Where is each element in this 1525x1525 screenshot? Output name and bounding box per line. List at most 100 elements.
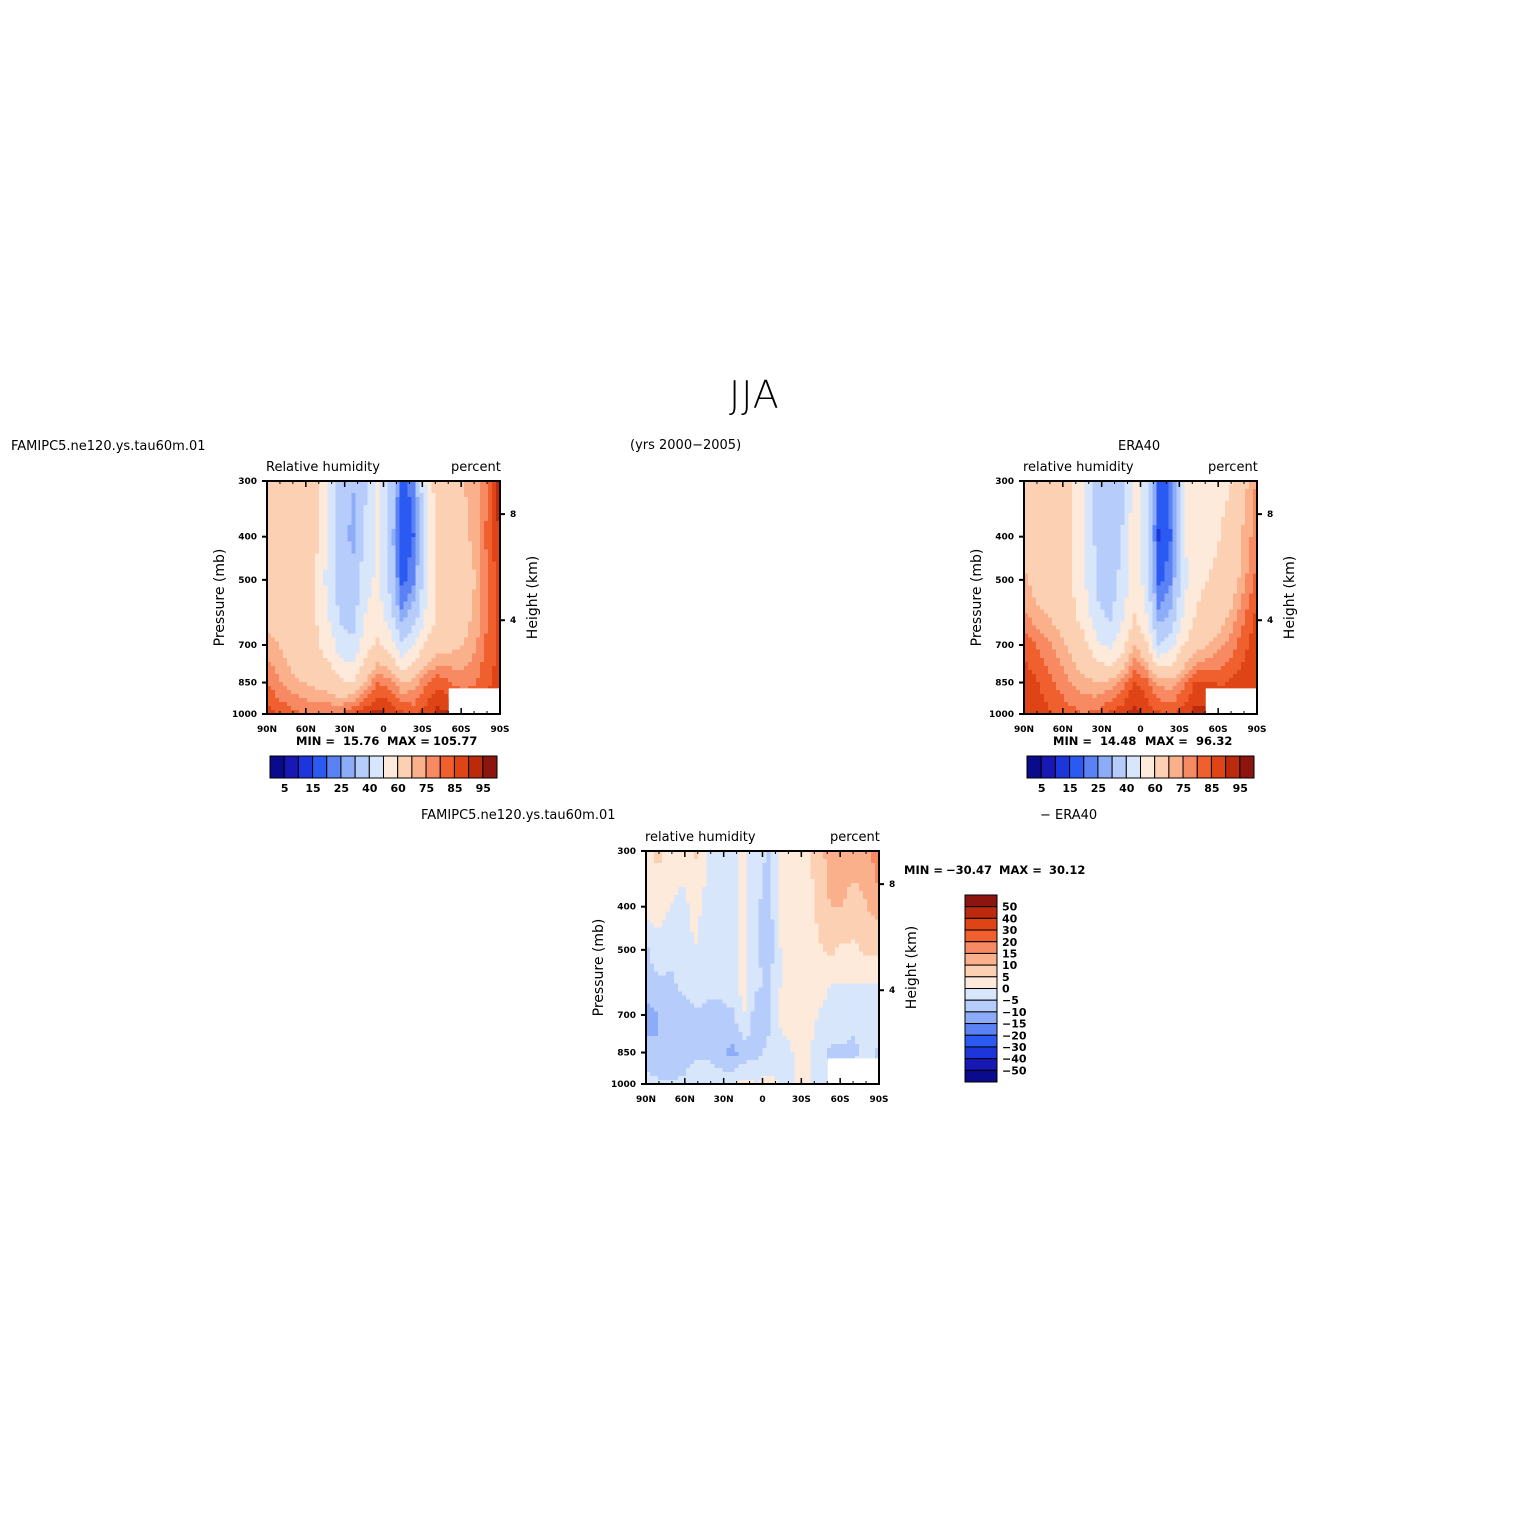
field-cell [1140, 509, 1146, 514]
field-cell [1252, 513, 1258, 518]
field-cell [399, 501, 405, 506]
field-cell [379, 509, 385, 514]
field-cell [323, 593, 328, 599]
field-cell [291, 637, 296, 643]
field-cell [1140, 553, 1146, 558]
field-cell [391, 677, 397, 683]
field-cell [1184, 501, 1190, 506]
field-cell [375, 601, 381, 607]
field-cell [1224, 565, 1230, 570]
field-cell [1024, 521, 1029, 526]
field-cell [351, 533, 356, 538]
field-cell [1228, 565, 1234, 570]
field-cell [1056, 569, 1061, 574]
field-cell [459, 601, 465, 607]
field-cell [327, 617, 332, 623]
field-cell [1144, 509, 1150, 514]
field-cell [1248, 513, 1254, 518]
field-cell [383, 605, 389, 611]
field-cell [415, 501, 421, 506]
field-cell [347, 513, 352, 518]
field-cell [1172, 521, 1178, 526]
field-cell [1216, 541, 1222, 546]
field-cell [323, 569, 328, 574]
field-cell [1076, 497, 1081, 502]
field-cell [375, 673, 381, 679]
field-cell [431, 561, 437, 566]
field-cell [335, 497, 340, 502]
field-cell [423, 669, 429, 675]
field-cell [363, 481, 369, 486]
field-cell [323, 677, 328, 683]
field-cell [415, 629, 421, 635]
field-cell [1248, 525, 1254, 530]
field-cell [1188, 529, 1194, 534]
field-cell [271, 493, 276, 498]
field-cell [495, 653, 501, 659]
field-cell [339, 629, 344, 635]
field-cell [395, 549, 401, 554]
field-cell [295, 677, 300, 683]
field-cell [475, 593, 481, 599]
panel1-max-label: MAX = [387, 734, 430, 748]
field-cell [447, 613, 453, 619]
field-cell [1112, 561, 1117, 566]
field-cell [411, 593, 417, 599]
field-cell [311, 497, 316, 502]
field-cell [295, 693, 300, 699]
field-cell [487, 657, 493, 663]
field-cell [315, 561, 320, 566]
field-cell [267, 705, 272, 711]
field-cell [295, 609, 300, 615]
field-cell [335, 681, 340, 687]
field-cell [1040, 537, 1045, 542]
field-cell [1228, 541, 1234, 546]
field-cell [287, 685, 292, 691]
field-cell [1192, 545, 1198, 550]
field-cell [379, 573, 385, 579]
field-cell [339, 581, 344, 587]
field-cell [1180, 493, 1186, 498]
field-cell [307, 589, 312, 595]
field-cell [1056, 541, 1061, 546]
field-cell [1052, 509, 1057, 514]
field-cell [315, 685, 320, 691]
field-cell [1060, 517, 1065, 522]
field-cell [303, 673, 308, 679]
field-cell [491, 645, 497, 651]
field-cell [431, 581, 437, 587]
field-cell [1204, 537, 1210, 542]
field-cell [287, 521, 292, 526]
field-cell [463, 661, 469, 667]
field-cell [463, 665, 469, 671]
field-cell [383, 669, 389, 675]
field-cell [467, 505, 473, 510]
field-cell [359, 709, 365, 715]
field-cell [415, 653, 421, 659]
field-cell [415, 661, 421, 667]
field-cell [343, 589, 348, 595]
field-cell [1136, 565, 1142, 570]
field-cell [467, 489, 473, 494]
field-cell [1100, 517, 1105, 522]
field-cell [303, 689, 308, 695]
field-cell [443, 633, 449, 639]
field-cell [455, 617, 461, 623]
field-cell [407, 645, 413, 651]
field-cell [1216, 497, 1222, 502]
field-cell [467, 585, 473, 591]
field-cell [379, 513, 385, 518]
field-cell [1216, 485, 1222, 490]
field-cell [1148, 553, 1154, 558]
field-cell [1036, 581, 1041, 587]
field-cell [1144, 489, 1150, 494]
field-cell [1128, 549, 1134, 554]
field-cell [459, 529, 465, 534]
field-cell [1092, 497, 1097, 502]
field-cell [1196, 553, 1202, 558]
field-cell [1048, 569, 1053, 574]
field-cell [1120, 509, 1126, 514]
field-cell [1088, 497, 1093, 502]
field-cell [431, 613, 437, 619]
field-cell [463, 645, 469, 651]
